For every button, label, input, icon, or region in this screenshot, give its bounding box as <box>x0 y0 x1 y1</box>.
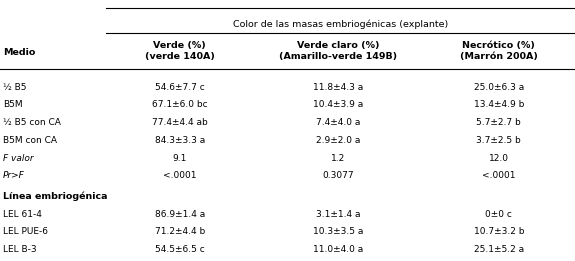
Text: (Amarillo-verde 149B): (Amarillo-verde 149B) <box>279 52 397 61</box>
Text: 0.3077: 0.3077 <box>322 171 354 180</box>
Text: F valor: F valor <box>3 154 33 163</box>
Text: Necrótico (%): Necrótico (%) <box>462 41 535 50</box>
Text: Línea embriogénica: Línea embriogénica <box>3 192 108 201</box>
Text: <.0001: <.0001 <box>163 171 197 180</box>
Text: ½ B5 con CA: ½ B5 con CA <box>3 118 61 127</box>
Text: LEL PUE-6: LEL PUE-6 <box>3 227 48 236</box>
Text: 0±0 c: 0±0 c <box>485 210 512 218</box>
Text: 71.2±4.4 b: 71.2±4.4 b <box>155 227 205 236</box>
Text: 25.1±5.2 a: 25.1±5.2 a <box>474 245 524 254</box>
Text: (Marrón 200A): (Marrón 200A) <box>460 52 538 61</box>
Text: 84.3±3.3 a: 84.3±3.3 a <box>155 136 205 145</box>
Text: 3.1±1.4 a: 3.1±1.4 a <box>316 210 360 218</box>
Text: Pr>F: Pr>F <box>3 171 25 180</box>
Text: 10.4±3.9 a: 10.4±3.9 a <box>313 100 363 109</box>
Text: 10.7±3.2 b: 10.7±3.2 b <box>474 227 524 236</box>
Text: 13.4±4.9 b: 13.4±4.9 b <box>474 100 524 109</box>
Text: LEL B-3: LEL B-3 <box>3 245 36 254</box>
Text: Color de las masas embriogénicas (explante): Color de las masas embriogénicas (explan… <box>233 20 448 29</box>
Text: 9.1: 9.1 <box>172 154 187 163</box>
Text: 86.9±1.4 a: 86.9±1.4 a <box>155 210 205 218</box>
Text: 11.0±4.0 a: 11.0±4.0 a <box>313 245 363 254</box>
Text: 77.4±4.4 ab: 77.4±4.4 ab <box>152 118 208 127</box>
Text: 7.4±4.0 a: 7.4±4.0 a <box>316 118 360 127</box>
Text: 2.9±2.0 a: 2.9±2.0 a <box>316 136 360 145</box>
Text: B5M con CA: B5M con CA <box>3 136 57 145</box>
Text: 3.7±2.5 b: 3.7±2.5 b <box>477 136 521 145</box>
Text: 1.2: 1.2 <box>331 154 345 163</box>
Text: 54.6±7.7 c: 54.6±7.7 c <box>155 83 205 92</box>
Text: 10.3±3.5 a: 10.3±3.5 a <box>313 227 363 236</box>
Text: 11.8±4.3 a: 11.8±4.3 a <box>313 83 363 92</box>
Text: Verde (%): Verde (%) <box>154 41 206 50</box>
Text: ½ B5: ½ B5 <box>3 83 26 92</box>
Text: LEL 61-4: LEL 61-4 <box>3 210 42 218</box>
Text: 12.0: 12.0 <box>489 154 509 163</box>
Text: (verde 140A): (verde 140A) <box>145 52 214 61</box>
Text: 54.5±6.5 c: 54.5±6.5 c <box>155 245 205 254</box>
Text: Verde claro (%): Verde claro (%) <box>297 41 379 50</box>
Text: 5.7±2.7 b: 5.7±2.7 b <box>477 118 521 127</box>
Text: 67.1±6.0 bc: 67.1±6.0 bc <box>152 100 208 109</box>
Text: <.0001: <.0001 <box>482 171 516 180</box>
Text: 25.0±6.3 a: 25.0±6.3 a <box>474 83 524 92</box>
Text: Medio: Medio <box>3 48 35 57</box>
Text: B5M: B5M <box>3 100 22 109</box>
